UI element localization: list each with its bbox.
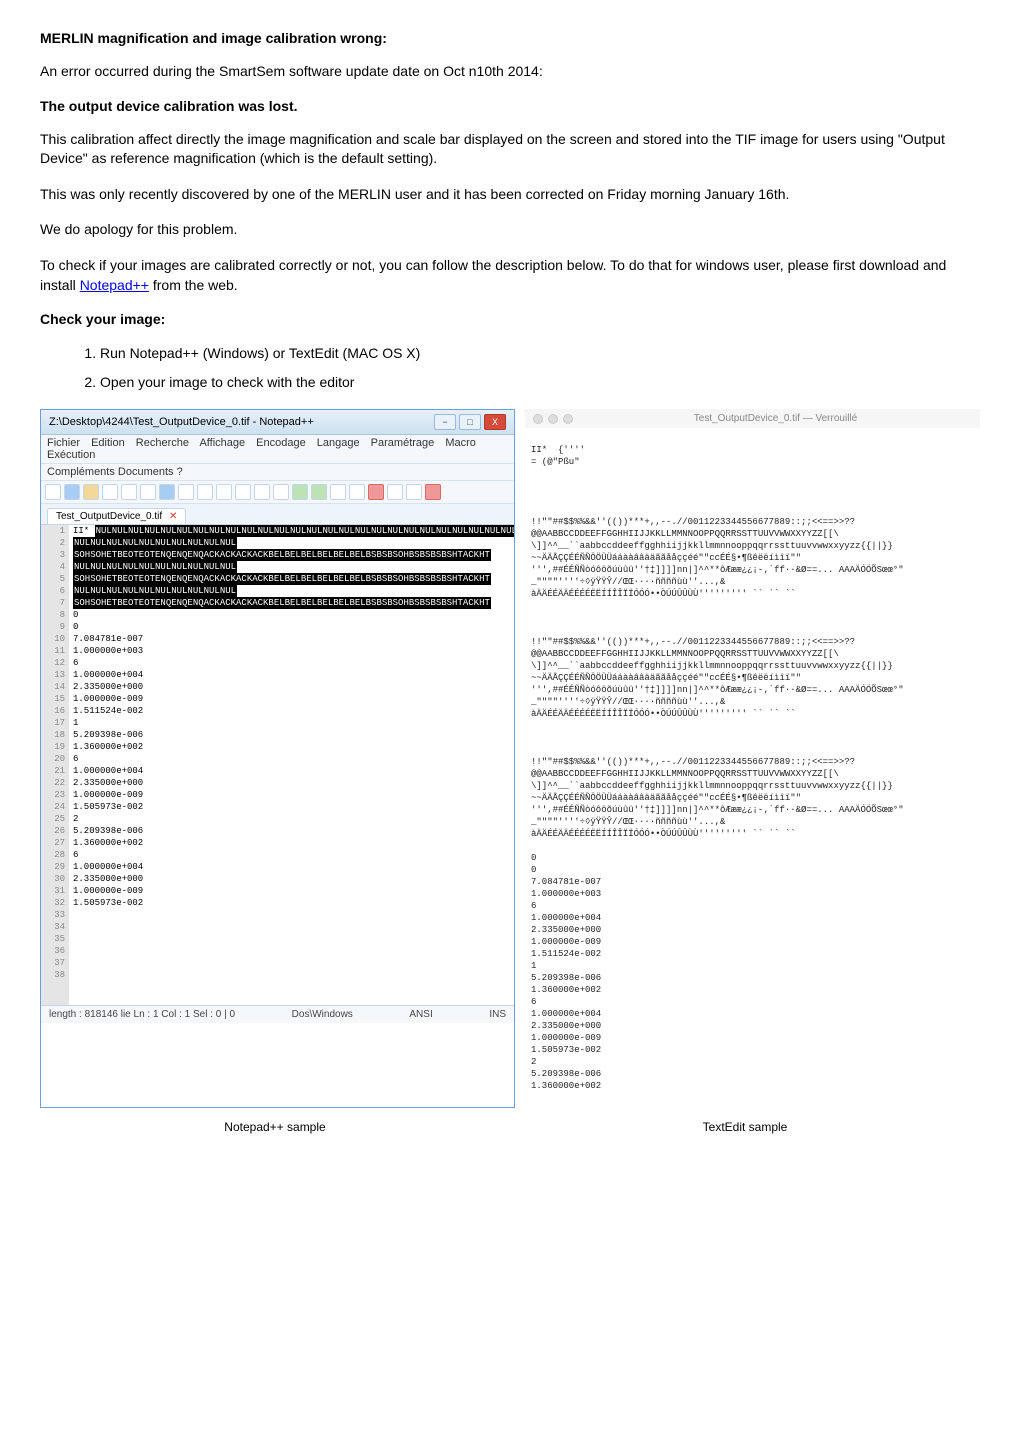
te-values: 0 0 7.084781e-007 1.000000e+003 6 1.0000… (531, 853, 601, 1091)
code-area[interactable]: II* NULNULNULNULNULNULNULNULNULNULNULNUL… (69, 525, 514, 1005)
tb-undo-icon[interactable] (216, 484, 232, 500)
menu-edition[interactable]: Edition (91, 437, 125, 449)
tb-replace-icon[interactable] (273, 484, 289, 500)
close-button[interactable]: X (484, 414, 506, 430)
tb-zoom-out-icon[interactable] (311, 484, 327, 500)
tab-close-icon[interactable]: ✕ (169, 511, 177, 522)
mac-close-icon[interactable] (533, 414, 543, 424)
editor-body: 1234567891011121314151617181920212223242… (41, 525, 514, 1005)
menu-fichier[interactable]: Fichier (47, 437, 80, 449)
tb-find-icon[interactable] (254, 484, 270, 500)
tocheck-after: from the web. (149, 277, 238, 293)
tb-redo-icon[interactable] (235, 484, 251, 500)
traffic-lights (533, 414, 573, 424)
step-one: Run Notepad++ (Windows) or TextEdit (MAC… (100, 343, 980, 364)
step-two: Open your image to check with the editor (100, 372, 980, 393)
menu-langage[interactable]: Langage (317, 437, 360, 449)
tb-sync-icon[interactable] (330, 484, 346, 500)
tb-print-icon[interactable] (140, 484, 156, 500)
calib-paragraph: This calibration affect directly the ima… (40, 130, 980, 169)
status-length: length : 818146 lie Ln : 1 Col : 1 Sel :… (49, 1009, 235, 1020)
tb-open-icon[interactable] (64, 484, 80, 500)
menu-parametrage[interactable]: Paramétrage (371, 437, 435, 449)
tb-record-icon[interactable] (425, 484, 441, 500)
textedit-body[interactable]: II* {'''' = (@"Pßu" !!""##$$%%&&''(())**… (525, 428, 980, 1108)
tb-close-icon[interactable] (121, 484, 137, 500)
menubar-2: Compléments Documents ? (41, 464, 514, 481)
tb-rec-icon[interactable] (368, 484, 384, 500)
line-gutter: 1234567891011121314151617181920212223242… (41, 525, 69, 1005)
menu-encodage[interactable]: Encodage (256, 437, 306, 449)
notepad-title: Z:\Desktop\4244\Test_OutputDevice_0.tif … (49, 416, 314, 428)
menu-affichage[interactable]: Affichage (199, 437, 245, 449)
tb-saveall-icon[interactable] (102, 484, 118, 500)
tb-paste-icon[interactable] (197, 484, 213, 500)
caption-left: Notepad++ sample (40, 1120, 510, 1134)
tb-cut-icon[interactable] (159, 484, 175, 500)
menu-execution[interactable]: Exécution (47, 449, 95, 461)
file-tab[interactable]: Test_OutputDevice_0.tif ✕ (47, 508, 186, 524)
te-block1: !!""##$$%%&&''(())***+,,--.//00112233445… (531, 517, 904, 599)
page-title: MERLIN magnification and image calibrati… (40, 30, 980, 46)
mac-max-icon[interactable] (563, 414, 573, 424)
statusbar: length : 818146 lie Ln : 1 Col : 1 Sel :… (41, 1005, 514, 1023)
caption-right: TextEdit sample (510, 1120, 980, 1134)
status-encoding: Dos\Windows (292, 1009, 353, 1020)
file-tab-label: Test_OutputDevice_0.tif (56, 511, 162, 522)
te-header2: = (@"Pßu" (531, 457, 580, 467)
notepad-titlebar: Z:\Desktop\4244\Test_OutputDevice_0.tif … (41, 410, 514, 435)
tb-zoom-in-icon[interactable] (292, 484, 308, 500)
lost-heading: The output device calibration was lost. (40, 98, 980, 114)
window-controls: − □ X (434, 414, 506, 430)
minimize-button[interactable]: − (434, 414, 456, 430)
notepad-link[interactable]: Notepad++ (80, 277, 149, 293)
menu-recherche[interactable]: Recherche (136, 437, 189, 449)
textedit-title: Test_OutputDevice_0.tif — Verrouillé (579, 413, 972, 424)
menu-macro[interactable]: Macro (445, 437, 476, 449)
check-heading: Check your image: (40, 311, 980, 327)
mac-titlebar: Test_OutputDevice_0.tif — Verrouillé (525, 409, 980, 428)
tb-save-icon[interactable] (83, 484, 99, 500)
apology-paragraph: We do apology for this problem. (40, 220, 980, 240)
tb-play-icon[interactable] (387, 484, 403, 500)
menubar: Fichier Edition Recherche Affichage Enco… (41, 435, 514, 464)
tb-new-icon[interactable] (45, 484, 61, 500)
discovered-paragraph: This was only recently discovered by one… (40, 185, 980, 205)
captions: Notepad++ sample TextEdit sample (40, 1120, 980, 1134)
notepad-window: Z:\Desktop\4244\Test_OutputDevice_0.tif … (40, 409, 515, 1108)
status-ansi: ANSI (409, 1009, 432, 1020)
status-ins: INS (489, 1009, 506, 1020)
mac-min-icon[interactable] (548, 414, 558, 424)
tabstrip: Test_OutputDevice_0.tif ✕ (41, 504, 514, 525)
tb-wrap-icon[interactable] (349, 484, 365, 500)
screenshots-row: Z:\Desktop\4244\Test_OutputDevice_0.tif … (40, 409, 980, 1108)
textedit-window: Test_OutputDevice_0.tif — Verrouillé II*… (525, 409, 980, 1108)
te-block2: !!""##$$%%&&''(())***+,,--.//00112233445… (531, 637, 904, 719)
te-header1: II* {'''' (531, 445, 585, 455)
steps-list: Run Notepad++ (Windows) or TextEdit (MAC… (100, 343, 980, 393)
te-block3: !!""##$$%%&&''(())***+,,--.//00112233445… (531, 757, 904, 839)
tb-stop-icon[interactable] (406, 484, 422, 500)
toolbar (41, 481, 514, 504)
tocheck-paragraph: To check if your images are calibrated c… (40, 256, 980, 295)
intro-paragraph: An error occurred during the SmartSem so… (40, 62, 980, 82)
tb-copy-icon[interactable] (178, 484, 194, 500)
maximize-button[interactable]: □ (459, 414, 481, 430)
